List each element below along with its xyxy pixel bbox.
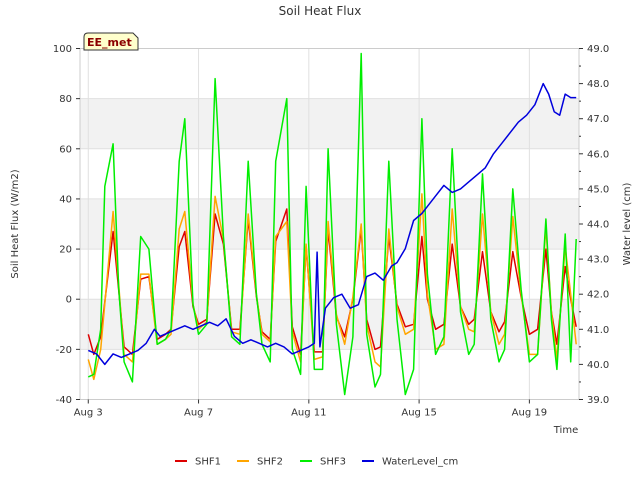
chart-title: Soil Heat Flux: [279, 4, 362, 18]
y-tick-label: 0: [66, 295, 72, 306]
x-tick-label: Aug 3: [74, 408, 103, 419]
station-badge: EE_met: [83, 32, 139, 51]
y2-tick-label: 40.0: [587, 360, 609, 371]
y2-tick-label: 41.0: [587, 325, 609, 336]
x-tick-label: Aug 15: [401, 408, 436, 419]
y-axis-label: Soil Heat Flux (W/m2): [10, 169, 21, 278]
y2-tick-label: 39.0: [587, 395, 609, 406]
legend-label-shf2: SHF2: [257, 457, 283, 468]
y2-tick-label: 46.0: [587, 149, 609, 160]
y2-tick-label: 43.0: [587, 255, 609, 266]
legend-label-waterlevel_cm: WaterLevel_cm: [382, 457, 458, 468]
x-tick-label: Aug 19: [512, 408, 547, 419]
y-tick-label: 100: [53, 44, 72, 55]
y-tick-label: 20: [59, 245, 72, 256]
legend-label-shf1: SHF1: [195, 457, 221, 468]
y-tick-label: 60: [59, 144, 72, 155]
y2-tick-label: 48.0: [587, 79, 609, 90]
series-line-waterlevel_cm: [88, 82, 577, 366]
y2-axis-ticks: 39.0 40.0 41.0 42.0 43.0 44.0 45.0 46.0 47.0 48.0…: [579, 44, 609, 406]
legend: SHF1 SHF2 SHF3 WaterLevel_cm: [175, 457, 458, 468]
x-axis-ticks: Aug 3 Aug 7 Aug 11 Aug 15 Aug 19: [74, 399, 547, 419]
y2-tick-label: 44.0: [587, 220, 609, 231]
y-tick-label: 80: [59, 94, 72, 105]
series-line-shf3: [87, 52, 577, 396]
x-tick-label: Aug 11: [291, 408, 326, 419]
y-axis-ticks: -40 -20 0 20 40 60 80 100: [53, 44, 80, 406]
badge-label: EE_met: [87, 36, 132, 49]
y-tick-label: -40: [56, 395, 72, 406]
badge-box: [83, 32, 139, 51]
y-tick-label: 40: [59, 194, 72, 205]
y2-tick-label: 49.0: [587, 44, 609, 55]
y2-tick-label: 45.0: [587, 184, 609, 195]
legend-label-shf3: SHF3: [320, 457, 346, 468]
band-layer: [80, 98, 579, 350]
series-layer: [87, 52, 577, 396]
y2-axis-label: Water level (cm): [622, 183, 633, 266]
x-axis-label: Time: [553, 425, 578, 436]
y-tick-label: -20: [56, 345, 72, 356]
y2-tick-label: 42.0: [587, 290, 609, 301]
x-tick-label: Aug 7: [184, 408, 213, 419]
shaded-band-2: [80, 98, 579, 149]
y2-tick-label: 47.0: [587, 114, 609, 125]
